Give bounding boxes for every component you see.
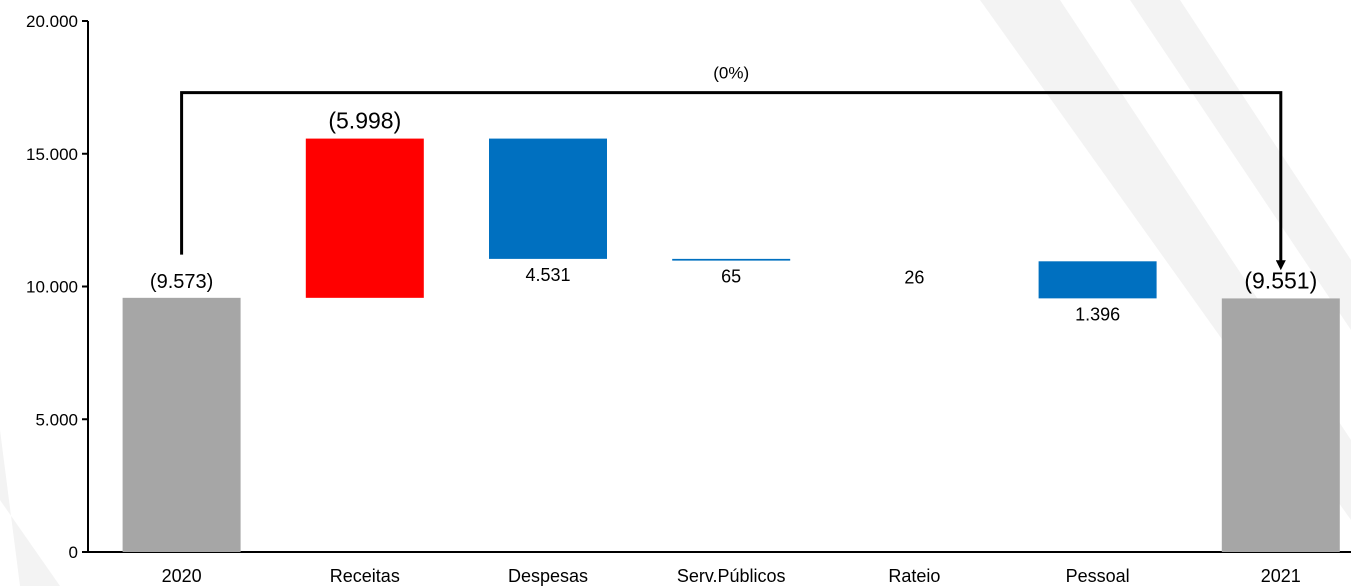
x-axis: 2020 Receitas Despesas Serv.Públicos Rateio P…: [88, 551, 1351, 586]
x-tick-label: Despesas: [508, 566, 588, 586]
x-tick-label: Rateio: [888, 566, 940, 586]
data-label: (5.998): [328, 108, 401, 134]
x-tick-label: 2020: [162, 566, 202, 586]
y-tick-label: 10.000: [26, 278, 78, 297]
data-label: (9.551): [1244, 267, 1317, 293]
x-tick-label: Serv.Públicos: [677, 566, 786, 586]
data-label: (9.573): [150, 271, 213, 293]
x-tick-label: Pessoal: [1066, 566, 1130, 586]
change-bracket: (0%): [180, 64, 1286, 271]
bar-series: [122, 138, 1340, 552]
bracket-label: (0%): [713, 64, 749, 83]
data-labels: (9.573) (5.998) 4.531 65 26 1.396 (9.551): [150, 108, 1317, 325]
background-stripe: [0, 430, 60, 586]
bar: [672, 258, 791, 261]
background-stripe: [1130, 0, 1351, 330]
data-label: 1.396: [1075, 304, 1120, 324]
bar: [122, 297, 241, 552]
x-tick-label: Receitas: [330, 566, 400, 586]
data-label: 4.531: [525, 265, 570, 285]
y-tick-label: 15.000: [26, 145, 78, 164]
y-tick-label: 5.000: [35, 410, 78, 429]
data-label: 65: [721, 267, 741, 287]
y-tick-label: 0: [69, 543, 78, 562]
bar: [1038, 261, 1157, 299]
bar: [489, 138, 607, 259]
y-tick-label: 20.000: [26, 12, 78, 31]
x-tick-label: 2021: [1261, 566, 1301, 586]
bar: [305, 138, 424, 298]
y-axis: 0 5.000 10.000 15.000 20.000: [26, 12, 89, 562]
data-label: 26: [904, 267, 924, 287]
bracket-line: [180, 91, 1286, 271]
bar: [1221, 298, 1340, 552]
